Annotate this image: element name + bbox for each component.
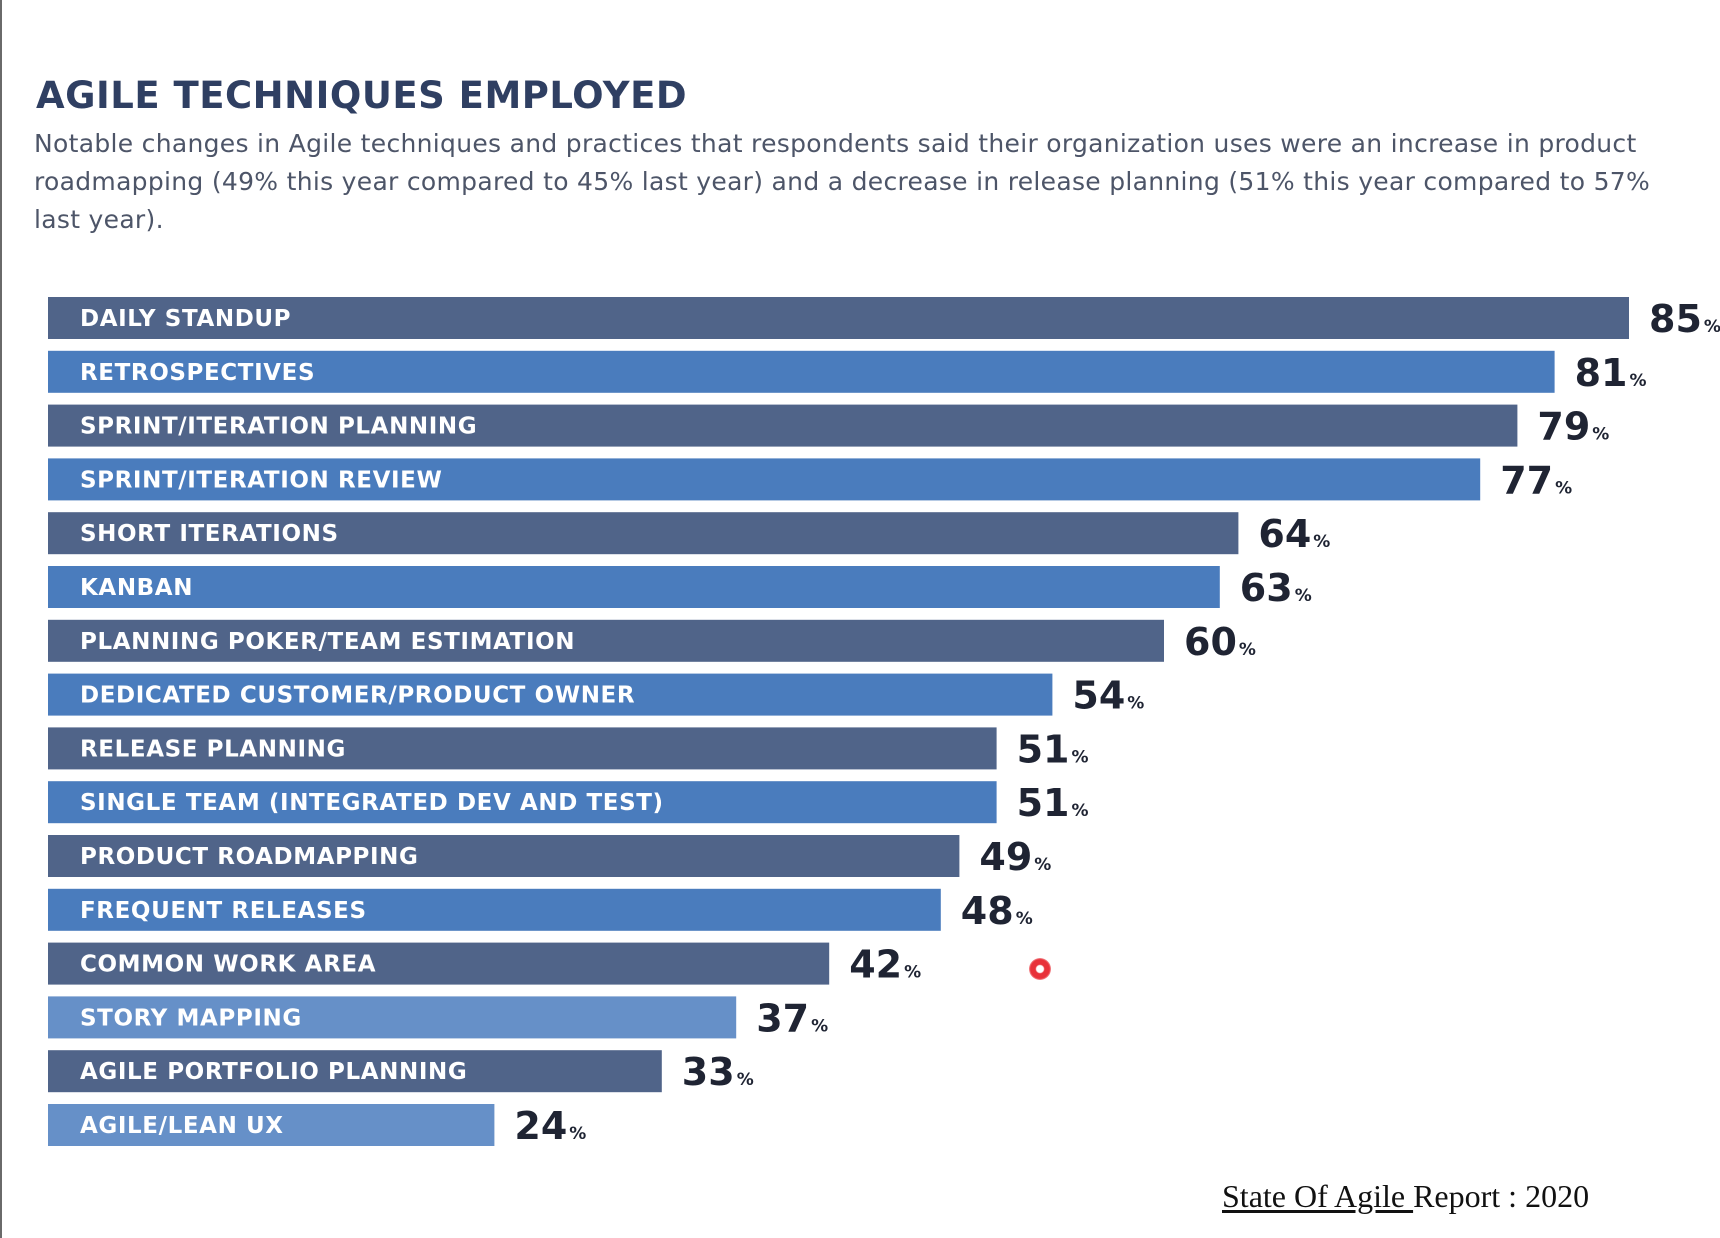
- bar-value-label: 60%: [1184, 620, 1256, 664]
- bar-value-label: 24%: [514, 1104, 586, 1148]
- bar: [48, 566, 1220, 608]
- bar-value-unit: %: [1704, 317, 1720, 337]
- bar: [48, 942, 830, 985]
- bar-value-unit: %: [1592, 425, 1609, 445]
- chart-title: AGILE TECHNIQUES EMPLOYED: [36, 74, 688, 117]
- bar-value-number: 51: [1017, 781, 1070, 825]
- bar-value-label: 54%: [1072, 674, 1144, 718]
- source-caption-underlined: State Of Agile: [1222, 1178, 1414, 1214]
- bar: [48, 619, 1164, 662]
- bar-value-unit: %: [1071, 801, 1088, 821]
- source-caption: State Of Agile Report : 2020: [1222, 1178, 1589, 1215]
- bar-category-label: RELEASE PLANNING: [80, 736, 346, 762]
- bar-value-label: 79%: [1537, 405, 1609, 449]
- bar-value-number: 60: [1184, 620, 1237, 664]
- bar-value-label: 81%: [1575, 351, 1647, 395]
- bar: [48, 835, 960, 877]
- bar-value-unit: %: [1313, 532, 1330, 552]
- bar-category-label: RETROSPECTIVES: [80, 360, 315, 386]
- chart-subtitle: Notable changes in Agile techniques and …: [34, 129, 1651, 234]
- bar-value-unit: %: [737, 1070, 754, 1090]
- bar-value-number: 51: [1017, 727, 1070, 771]
- bar: [48, 673, 1053, 716]
- bar-value-label: 42%: [849, 943, 921, 987]
- bar-value-number: 42: [849, 943, 902, 987]
- bar-value-number: 64: [1258, 512, 1311, 556]
- bar: [48, 458, 1481, 501]
- bar-value-unit: %: [1016, 909, 1033, 929]
- bar-category-label: DEDICATED CUSTOMER/PRODUCT OWNER: [80, 683, 635, 709]
- source-caption-rest: Report : 2020: [1413, 1178, 1590, 1214]
- bar-value-number: 24: [514, 1104, 567, 1148]
- bar-category-label: KANBAN: [80, 575, 193, 601]
- bar-category-label: PRODUCT ROADMAPPING: [80, 844, 419, 870]
- bar-category-label: SPRINT/ITERATION REVIEW: [80, 467, 442, 493]
- bar: [48, 781, 997, 824]
- bar-value-label: 48%: [961, 889, 1033, 933]
- bar-category-label: AGILE/LEAN UX: [80, 1113, 284, 1139]
- mouse-cursor-indicator: [1029, 958, 1051, 980]
- bar-value-label: 85%: [1649, 297, 1720, 341]
- bar-category-label: AGILE PORTFOLIO PLANNING: [80, 1059, 467, 1085]
- bar-value-unit: %: [1034, 855, 1051, 875]
- bar-value-label: 33%: [682, 1050, 754, 1094]
- bar-category-label: SPRINT/ITERATION PLANNING: [80, 414, 477, 440]
- bar: [48, 297, 1629, 339]
- window-left-edge: [0, 0, 2, 1238]
- bar-value-number: 79: [1537, 405, 1590, 449]
- bar-value-label: 51%: [1017, 781, 1089, 825]
- bar-category-label: SHORT ITERATIONS: [80, 521, 339, 547]
- bar-category-label: COMMON WORK AREA: [80, 952, 376, 978]
- bar: [48, 1104, 495, 1146]
- bar-value-unit: %: [1239, 640, 1256, 660]
- bar-value-number: 85: [1649, 297, 1702, 341]
- bar: [48, 888, 941, 931]
- bar-value-unit: %: [904, 963, 921, 983]
- bar-category-label: FREQUENT RELEASES: [80, 898, 367, 924]
- bar-value-unit: %: [1629, 371, 1646, 391]
- bar-value-number: 48: [961, 889, 1014, 933]
- bar-value-label: 49%: [979, 835, 1051, 879]
- bar-value-number: 63: [1240, 566, 1293, 610]
- bar-category-label: SINGLE TEAM (INTEGRATED DEV AND TEST): [80, 790, 664, 816]
- bar-category-label: DAILY STANDUP: [80, 306, 291, 332]
- bar-value-unit: %: [1127, 694, 1144, 714]
- bar-value-number: 77: [1500, 458, 1553, 502]
- bar-value-label: 37%: [756, 996, 828, 1040]
- bar: [48, 350, 1555, 393]
- bar-value-unit: %: [1071, 747, 1088, 767]
- bar-value-label: 63%: [1240, 566, 1312, 610]
- bar: [48, 996, 737, 1039]
- bar-value-number: 54: [1072, 674, 1125, 718]
- bar-value-unit: %: [811, 1016, 828, 1036]
- bar-category-label: STORY MAPPING: [80, 1005, 302, 1031]
- bar-value-number: 37: [756, 996, 809, 1040]
- bar-value-label: 51%: [1017, 727, 1089, 771]
- bar-value-number: 49: [979, 835, 1032, 879]
- bar-value-number: 81: [1575, 351, 1628, 395]
- bar-value-label: 64%: [1258, 512, 1330, 556]
- bar: [48, 404, 1518, 447]
- bar-value-unit: %: [1555, 478, 1572, 498]
- bar: [48, 727, 997, 770]
- bar: [48, 1050, 662, 1093]
- bar: [48, 512, 1239, 555]
- bar-value-number: 33: [682, 1050, 735, 1094]
- bar-value-unit: %: [1295, 586, 1312, 606]
- bar-category-label: PLANNING POKER/TEAM ESTIMATION: [80, 629, 575, 655]
- bar-value-unit: %: [569, 1124, 586, 1144]
- bar-value-label: 77%: [1500, 458, 1572, 502]
